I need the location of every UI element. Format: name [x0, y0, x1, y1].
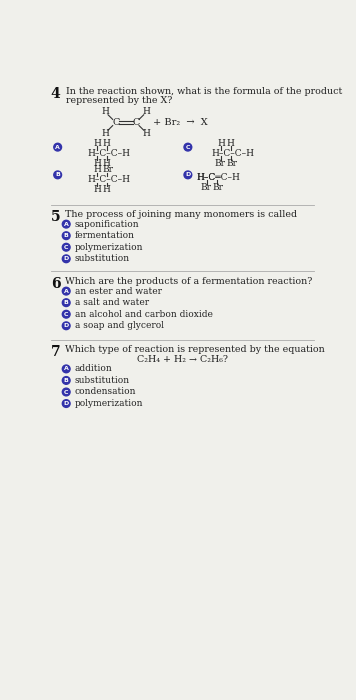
Text: B: B: [64, 233, 69, 238]
Text: A: A: [55, 145, 60, 150]
Text: a salt and water: a salt and water: [75, 298, 149, 307]
Circle shape: [62, 377, 70, 384]
Text: a soap and glycerol: a soap and glycerol: [75, 321, 164, 330]
Text: fermentation: fermentation: [75, 231, 135, 240]
Text: The process of joining many monomers is called: The process of joining many monomers is …: [65, 209, 297, 218]
Text: C: C: [185, 145, 190, 150]
Text: Br: Br: [200, 183, 211, 192]
Text: H: H: [103, 185, 110, 194]
Text: In the reaction shown, what is the formula of the product: In the reaction shown, what is the formu…: [66, 87, 342, 96]
Circle shape: [62, 232, 70, 239]
Text: Which are the products of a fermentation reaction?: Which are the products of a fermentation…: [65, 276, 312, 286]
Text: C₂H₄ + H₂ → C₂H₆?: C₂H₄ + H₂ → C₂H₆?: [137, 355, 228, 364]
Text: H–C–C–H: H–C–C–H: [88, 149, 131, 158]
Text: H: H: [93, 165, 101, 174]
Text: 4: 4: [51, 87, 61, 101]
Circle shape: [62, 400, 70, 407]
Text: H–C–C–H: H–C–C–H: [212, 149, 255, 158]
Text: condensation: condensation: [75, 388, 136, 396]
Circle shape: [54, 171, 62, 178]
Text: H: H: [93, 159, 101, 168]
Text: H: H: [103, 159, 110, 168]
Text: Br: Br: [226, 159, 237, 168]
Text: Br: Br: [213, 183, 224, 192]
Text: H: H: [93, 139, 101, 148]
Text: H: H: [143, 129, 151, 138]
Text: C: C: [64, 389, 68, 395]
Text: C: C: [64, 245, 68, 250]
Text: H: H: [226, 139, 235, 148]
Text: A: A: [64, 366, 69, 372]
Text: represented by the X?: represented by the X?: [66, 95, 173, 104]
Text: D: D: [64, 401, 69, 406]
Circle shape: [62, 388, 70, 396]
Text: B: B: [64, 378, 69, 383]
Text: H–C: H–C: [197, 173, 216, 182]
Circle shape: [184, 144, 192, 151]
Circle shape: [62, 255, 70, 262]
Text: H: H: [217, 139, 225, 148]
Text: D: D: [64, 256, 69, 261]
Text: A: A: [64, 288, 69, 293]
Circle shape: [62, 365, 70, 373]
Text: 7: 7: [51, 345, 60, 359]
Text: H: H: [101, 107, 109, 116]
Text: Br: Br: [214, 159, 225, 168]
Text: D: D: [185, 172, 190, 177]
Circle shape: [62, 310, 70, 318]
Circle shape: [62, 244, 70, 251]
Text: an alcohol and carbon dioxide: an alcohol and carbon dioxide: [75, 309, 213, 318]
Text: A: A: [64, 222, 69, 227]
Circle shape: [54, 144, 62, 151]
Text: Br: Br: [103, 165, 114, 174]
Circle shape: [184, 171, 192, 178]
Text: Which type of reaction is represented by the equation: Which type of reaction is represented by…: [65, 345, 324, 354]
Circle shape: [62, 299, 70, 307]
Text: C: C: [64, 312, 68, 316]
Circle shape: [62, 322, 70, 330]
Text: 5: 5: [51, 209, 60, 223]
Text: addition: addition: [75, 365, 112, 373]
Text: substitution: substitution: [75, 254, 130, 263]
Text: substitution: substitution: [75, 376, 130, 385]
Text: saponification: saponification: [75, 220, 139, 229]
Text: H–C═C–H: H–C═C–H: [197, 173, 240, 182]
Text: H: H: [143, 107, 151, 116]
Text: B: B: [64, 300, 69, 305]
Text: C: C: [132, 118, 140, 127]
Text: + Br₂  →  X: + Br₂ → X: [153, 118, 208, 127]
Text: D: D: [64, 323, 69, 328]
Circle shape: [62, 287, 70, 295]
Text: C: C: [112, 118, 120, 127]
Text: H: H: [93, 185, 101, 194]
Text: 6: 6: [51, 276, 60, 290]
Text: H–C–C–H: H–C–C–H: [88, 175, 131, 184]
Text: H: H: [103, 139, 110, 148]
Text: an ester and water: an ester and water: [75, 286, 162, 295]
Circle shape: [62, 220, 70, 228]
Text: polymerization: polymerization: [75, 399, 143, 408]
Text: B: B: [55, 172, 60, 177]
Text: polymerization: polymerization: [75, 243, 143, 252]
Text: H: H: [101, 129, 109, 138]
